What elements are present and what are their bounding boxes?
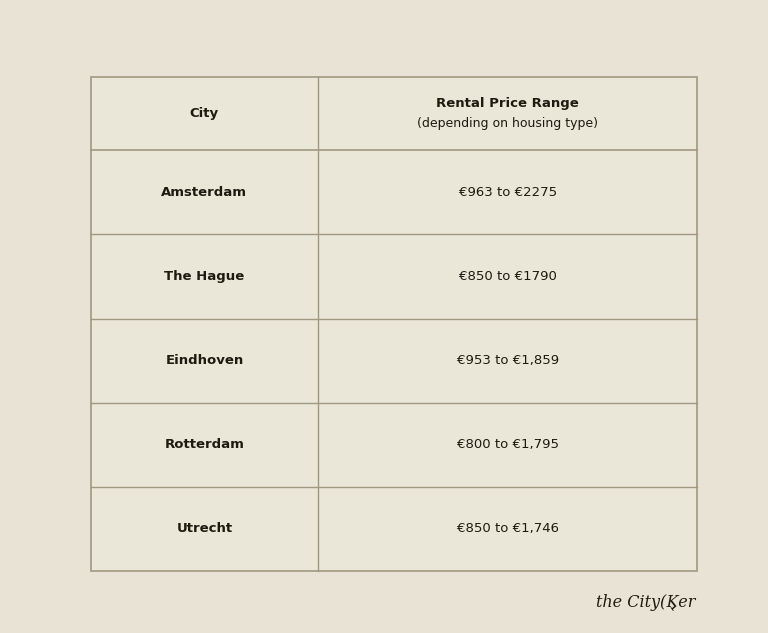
Text: €800 to €1,795: €800 to €1,795: [457, 438, 559, 451]
Text: €850 to €1790: €850 to €1790: [458, 270, 557, 283]
Text: Amsterdam: Amsterdam: [161, 186, 247, 199]
Text: City: City: [190, 107, 219, 120]
Text: Rental Price Range: Rental Price Range: [436, 97, 579, 110]
Text: The Hague: The Hague: [164, 270, 244, 283]
Text: the City(Ϗer: the City(Ϗer: [596, 594, 695, 611]
Text: €953 to €1,859: €953 to €1,859: [457, 354, 559, 367]
Bar: [91, 77, 697, 571]
Text: Utrecht: Utrecht: [177, 522, 233, 536]
Text: (depending on housing type): (depending on housing type): [417, 117, 598, 130]
Text: Eindhoven: Eindhoven: [165, 354, 243, 367]
Text: Rotterdam: Rotterdam: [164, 438, 244, 451]
Text: €963 to €2275: €963 to €2275: [458, 186, 557, 199]
Text: €850 to €1,746: €850 to €1,746: [457, 522, 559, 536]
